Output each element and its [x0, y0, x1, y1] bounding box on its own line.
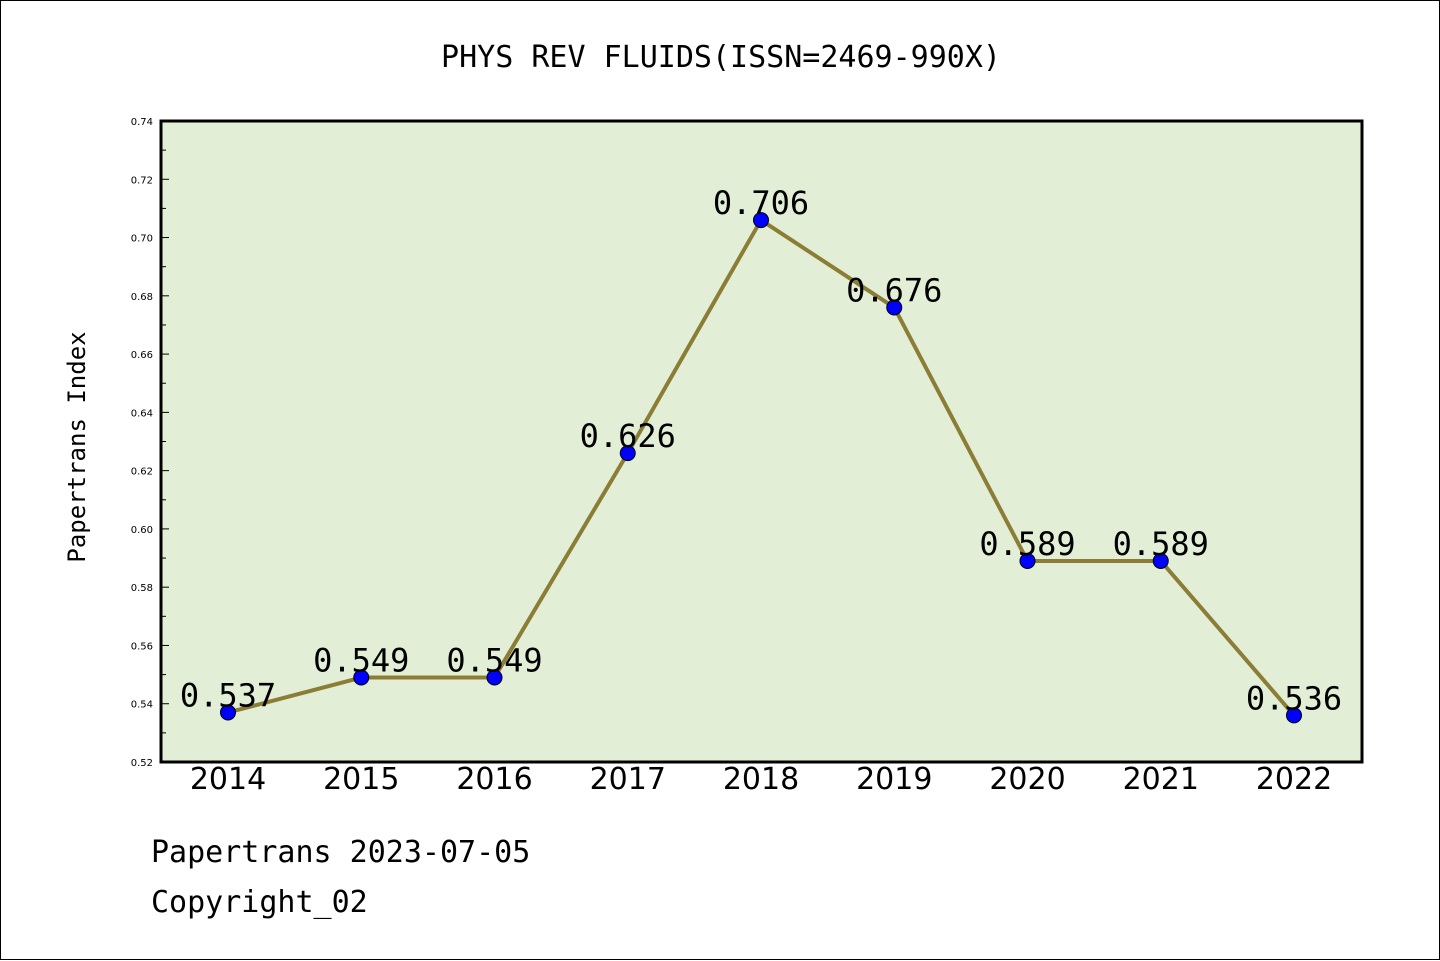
data-point — [1019, 552, 1036, 569]
data-label: 0.706 — [713, 184, 809, 222]
data-labels: 0.537 0.549 0.549 0.626 0.706 0.676 0.589 0.589… — [180, 184, 1342, 717]
data-points — [220, 212, 1302, 724]
data-point — [1286, 707, 1302, 724]
x-tick-label: 2017 — [590, 762, 666, 797]
y-tick-label: 0.58 — [131, 583, 153, 594]
y-tick-label: 0.62 — [131, 467, 153, 478]
data-point — [353, 669, 370, 686]
x-tick-label: 2019 — [856, 762, 932, 797]
y-tick-label: 0.74 — [131, 117, 153, 128]
y-axis-ticks: 0.52 0.54 0.56 0.58 0.60 0.62 0.64 0.66 0.68 0.70… — [131, 117, 169, 769]
data-label: 0.549 — [313, 642, 409, 680]
data-point — [753, 212, 769, 229]
y-tick-label: 0.68 — [131, 292, 153, 303]
x-tick-label: 2018 — [723, 762, 799, 797]
data-label: 0.676 — [846, 271, 942, 309]
x-tick-label: 2022 — [1256, 762, 1332, 797]
footer-copyright: Copyright_02 — [151, 885, 368, 920]
data-point — [486, 669, 503, 686]
y-tick-label: 0.72 — [131, 175, 153, 186]
y-tick-label: 0.52 — [131, 758, 153, 769]
y-tick-label: 0.60 — [131, 525, 153, 536]
y-tick-label: 0.56 — [131, 641, 153, 652]
data-point — [220, 704, 236, 721]
x-tick-label: 2021 — [1123, 762, 1199, 797]
data-point — [886, 299, 903, 316]
y-tick-label: 0.66 — [131, 350, 153, 361]
x-axis-ticks: 2014 2015 2016 2017 2018 2019 2020 2021 2022 — [190, 762, 1332, 797]
y-axis-label: Papertrans Index — [63, 331, 91, 562]
data-label: 0.589 — [979, 525, 1075, 563]
y-tick-label: 0.64 — [131, 408, 153, 419]
x-tick-label: 2015 — [323, 762, 399, 797]
data-point — [619, 445, 636, 462]
x-tick-label: 2014 — [190, 762, 266, 797]
y-tick-label: 0.54 — [131, 700, 153, 711]
data-label: 0.549 — [446, 642, 542, 680]
data-point — [1152, 552, 1169, 569]
x-tick-label: 2016 — [456, 762, 532, 797]
data-label: 0.589 — [1113, 525, 1209, 563]
data-label: 0.537 — [180, 676, 276, 714]
y-tick-label: 0.70 — [131, 234, 153, 245]
footer-date: Papertrans 2023-07-05 — [151, 835, 531, 870]
chart-title: PHYS REV FLUIDS(ISSN=2469-990X) — [441, 40, 1001, 75]
data-label: 0.536 — [1246, 679, 1342, 717]
x-tick-label: 2020 — [989, 762, 1065, 797]
data-label: 0.626 — [580, 417, 676, 455]
